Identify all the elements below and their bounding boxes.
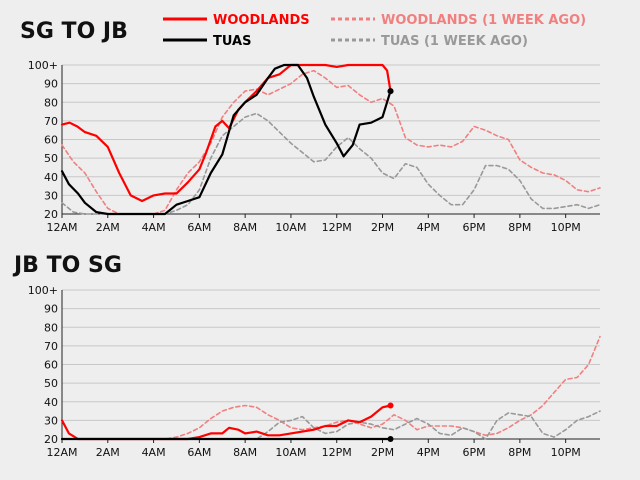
sg-to-jb-current-point-tuas xyxy=(387,88,394,95)
legend-label-tuas: TUAS xyxy=(213,34,251,49)
jb-to-sg-x-tick-label: 12PM xyxy=(322,446,352,459)
jb-to-sg-y-tick-label: 70 xyxy=(44,340,58,353)
sg-to-jb-x-tick-label: 4AM xyxy=(142,221,166,234)
jb-to-sg-y-tick-label: 60 xyxy=(44,359,58,372)
sg-to-jb-x-tick-label: 2AM xyxy=(96,221,120,234)
sg-to-jb-series-tuas-week-ago xyxy=(61,112,601,215)
sg-to-jb-y-tick-label: 30 xyxy=(44,189,58,202)
sg-to-jb-x-tick-label: 4PM xyxy=(417,221,440,234)
jb-to-sg-y-tick-label: 90 xyxy=(44,303,58,316)
jb-to-sg-x-tick-label: 8AM xyxy=(233,446,257,459)
jb-to-sg-x-tick-label: 2AM xyxy=(96,446,120,459)
sg-to-jb-series-tuas xyxy=(60,63,392,216)
sg-to-jb-y-tick-label: 70 xyxy=(44,115,58,128)
jb-to-sg-x-tick-label: 10PM xyxy=(551,446,581,459)
sg-to-jb-x-tick-label: 10PM xyxy=(551,221,581,234)
sg-to-jb-x-tick-label: 2PM xyxy=(371,221,394,234)
sg-to-jb-x-tick-label: 6AM xyxy=(187,221,211,234)
jb-to-sg-y-tick-label: 80 xyxy=(44,321,58,334)
sg-to-jb-x-tick-label: 6PM xyxy=(463,221,486,234)
jb-to-sg-y-tick-label: 40 xyxy=(44,396,58,409)
jb-to-sg-y-tick-label: 30 xyxy=(44,414,58,427)
sg-to-jb-y-tick-label: 40 xyxy=(44,171,58,184)
jb-to-sg-y-tick-label: 50 xyxy=(44,377,58,390)
jb-to-sg-x-tick-label: 6PM xyxy=(463,446,486,459)
sg-to-jb-y-tick-label: 20 xyxy=(44,208,58,221)
legend-label-tuas-week-ago: TUAS (1 WEEK AGO) xyxy=(381,34,528,49)
jb-to-sg-x-tick-label: 2PM xyxy=(371,446,394,459)
sg-to-jb-x-tick-label: 10AM xyxy=(275,221,306,234)
sg-to-jb-x-tick-label: 12AM xyxy=(46,221,77,234)
jb-to-sg-y-tick-label: 100+ xyxy=(28,284,58,297)
jb-to-sg-series-woodlands-week-ago xyxy=(61,335,601,440)
sg-to-jb-y-tick-label: 60 xyxy=(44,134,58,147)
sg-to-jb-series-woodlands xyxy=(60,63,392,203)
sg-to-jb-series-woodlands-week-ago xyxy=(61,69,601,215)
sg-to-jb-x-tick-label: 8AM xyxy=(233,221,257,234)
jb-to-sg-x-tick-label: 12AM xyxy=(46,446,77,459)
jb-to-sg-y-tick-label: 20 xyxy=(44,433,58,446)
jb-to-sg-current-point-woodlands xyxy=(387,402,394,409)
jb-to-sg-title: JB TO SG xyxy=(12,253,122,278)
jb-to-sg-x-tick-label: 4AM xyxy=(142,446,166,459)
jb-to-sg-x-tick-label: 6AM xyxy=(187,446,211,459)
sg-to-jb-y-tick-label: 50 xyxy=(44,152,58,165)
sg-to-jb-y-tick-label: 100+ xyxy=(28,59,58,72)
jb-to-sg-series-tuas-week-ago xyxy=(61,410,601,440)
sg-to-jb-title: SG TO JB xyxy=(20,19,128,44)
legend-label-woodlands: WOODLANDS xyxy=(213,13,310,28)
jb-to-sg-x-tick-label: 8PM xyxy=(508,446,531,459)
sg-to-jb-y-tick-label: 80 xyxy=(44,96,58,109)
sg-to-jb-y-tick-label: 90 xyxy=(44,78,58,91)
jb-to-sg-x-tick-label: 10AM xyxy=(275,446,306,459)
legend-label-woodlands-week-ago: WOODLANDS (1 WEEK AGO) xyxy=(381,13,586,28)
jb-to-sg-x-tick-label: 4PM xyxy=(417,446,440,459)
jb-to-sg-current-point-tuas xyxy=(387,436,394,442)
sg-to-jb-x-tick-label: 8PM xyxy=(508,221,531,234)
sg-to-jb-x-tick-label: 12PM xyxy=(322,221,352,234)
